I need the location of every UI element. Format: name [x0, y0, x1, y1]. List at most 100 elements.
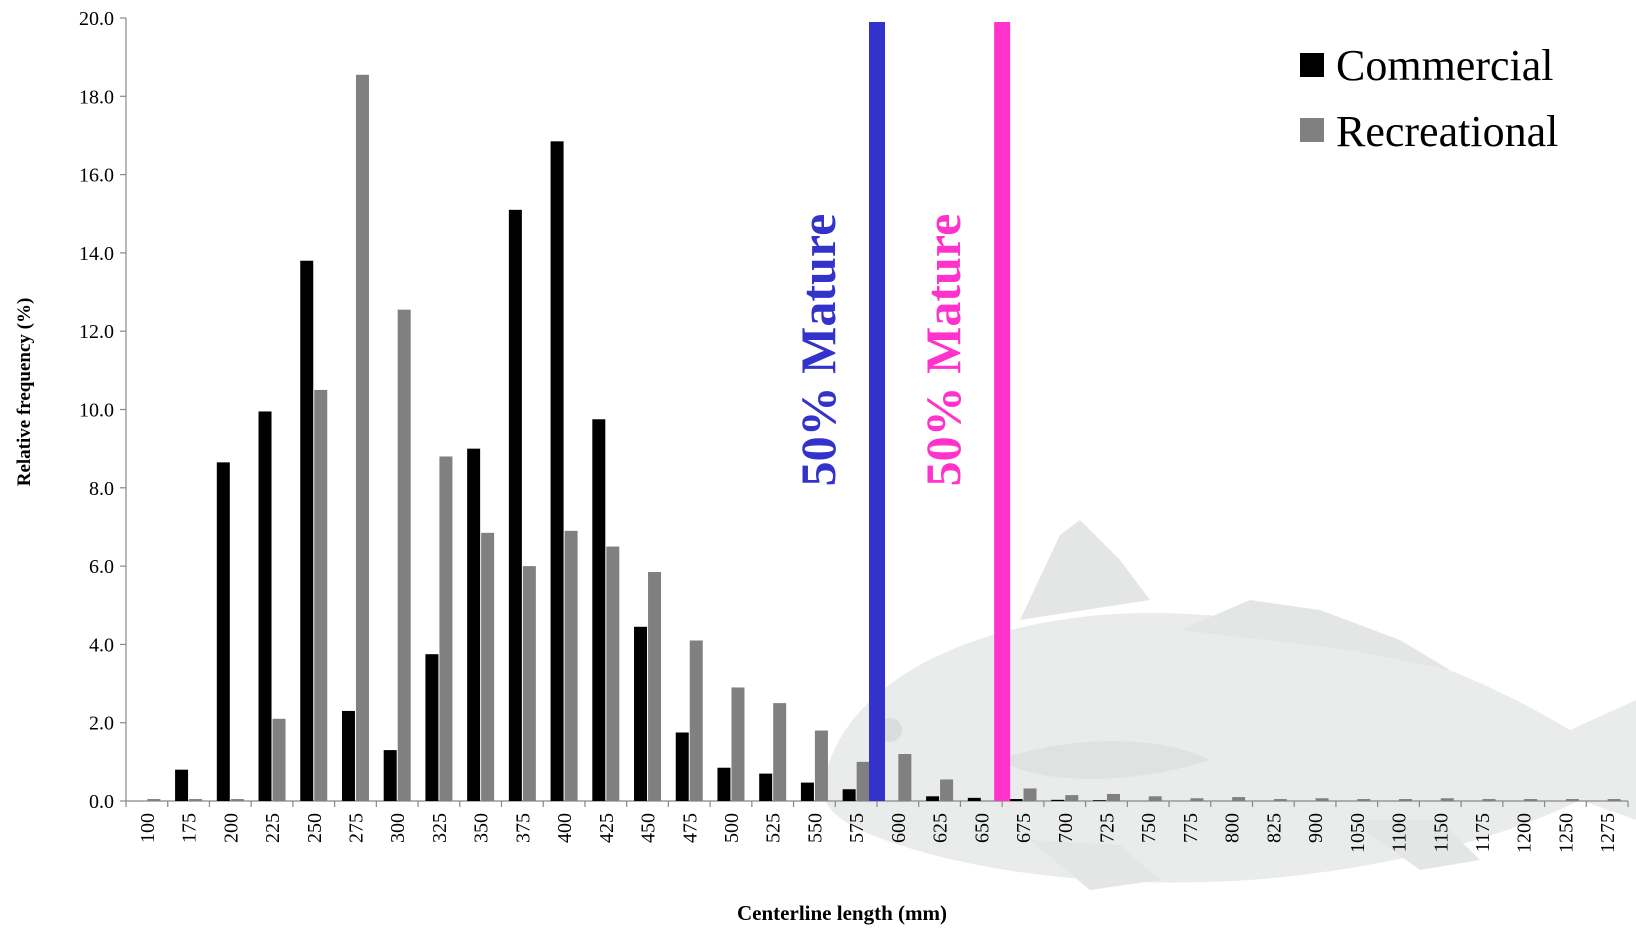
bar-recreational-1150: [1440, 798, 1454, 801]
bar-recreational-750: [1148, 796, 1162, 801]
bar-commercial-275: [341, 710, 355, 801]
bar-commercial-625: [926, 796, 940, 801]
y-tick-label: 12.0: [79, 321, 114, 343]
y-tick-label: 8.0: [89, 478, 114, 500]
x-tick-label: 1175: [1472, 813, 1494, 852]
y-tick-label: 4.0: [89, 634, 114, 656]
bar-recreational-500: [731, 687, 745, 801]
bar-recreational-225: [272, 718, 286, 801]
bar-recreational-775: [1190, 798, 1204, 801]
bar-commercial-425: [592, 419, 606, 801]
bar-recreational-675: [1023, 788, 1037, 801]
bar-recreational-800: [1232, 797, 1246, 801]
bar-recreational-525: [773, 703, 787, 801]
x-tick-label: 375: [512, 813, 534, 843]
reference-line-2: [994, 22, 1011, 801]
bar-recreational-900: [1315, 798, 1329, 801]
bar-commercial-250: [300, 260, 314, 802]
x-tick-label: 625: [930, 813, 952, 843]
bar-commercial-475: [675, 732, 689, 801]
bar-commercial-675: [1009, 799, 1023, 801]
fish-illustration: [822, 520, 1636, 890]
legend-label-commercial: Commercial: [1336, 41, 1554, 90]
x-tick-label: 750: [1138, 813, 1160, 843]
bar-recreational-325: [439, 456, 453, 801]
x-tick-label: 400: [554, 813, 576, 843]
x-axis-label: Centerline length (mm): [737, 901, 947, 925]
bar-recreational-550: [814, 730, 828, 801]
bar-commercial-200: [216, 462, 230, 801]
reference-line-1: [869, 22, 885, 801]
bar-recreational-425: [606, 546, 620, 801]
x-tick-label: 325: [429, 813, 451, 843]
bar-recreational-725: [1106, 793, 1120, 801]
x-tick-label: 500: [721, 813, 743, 843]
bar-recreational-575: [856, 761, 870, 801]
y-tick-label: 16.0: [79, 165, 114, 187]
bar-recreational-1250: [1565, 799, 1579, 801]
bar-commercial-550: [800, 782, 814, 801]
bar-recreational-700: [1065, 795, 1079, 801]
legend-swatch-recreational: [1300, 118, 1324, 142]
bar-recreational-400: [564, 530, 578, 801]
x-tick-label: 650: [971, 813, 993, 843]
bar-commercial-650: [967, 797, 981, 801]
y-tick-label: 0.0: [89, 791, 114, 813]
bar-recreational-175: [189, 799, 203, 801]
x-tick-label: 900: [1305, 813, 1327, 843]
bar-commercial-525: [759, 773, 773, 801]
bar-recreational-1275: [1607, 799, 1621, 801]
bar-recreational-600: [898, 754, 912, 801]
bar-recreational-275: [355, 74, 369, 801]
x-tick-label: 575: [846, 813, 868, 843]
x-tick-label: 350: [471, 813, 493, 843]
y-tick-label: 10.0: [79, 400, 114, 422]
y-tick-label: 18.0: [79, 86, 114, 108]
bar-recreational-475: [689, 640, 703, 801]
x-tick-label: 425: [596, 813, 618, 843]
x-tick-label: 1200: [1514, 813, 1536, 853]
x-tick-label: 800: [1222, 813, 1244, 843]
x-tick-label: 300: [387, 813, 409, 843]
x-tick-label: 250: [304, 813, 326, 843]
x-tick-label: 200: [220, 813, 242, 843]
bar-commercial-175: [175, 769, 189, 801]
legend-swatch-commercial: [1300, 53, 1324, 77]
bar-recreational-250: [314, 389, 328, 801]
x-tick-label: 175: [179, 813, 201, 843]
x-tick-label: 1100: [1389, 813, 1411, 852]
x-tick-label: 225: [262, 813, 284, 843]
legend: Commercial Recreational: [1300, 41, 1558, 156]
x-tick-label: 275: [345, 813, 367, 843]
x-tick-label: 825: [1263, 813, 1285, 843]
bar-commercial-400: [550, 141, 564, 801]
bar-commercial-325: [425, 654, 439, 801]
x-tick-label: 475: [679, 813, 701, 843]
x-tick-label: 1250: [1555, 813, 1577, 853]
bar-commercial-700: [1051, 799, 1065, 801]
bar-recreational-1200: [1524, 799, 1538, 801]
bar-commercial-725: [1092, 800, 1106, 801]
x-tick-label: 550: [804, 813, 826, 843]
x-tick-label: 775: [1180, 813, 1202, 843]
bar-recreational-100: [147, 799, 161, 801]
bar-recreational-625: [940, 779, 954, 801]
bar-recreational-1175: [1482, 799, 1496, 801]
y-tick-label: 6.0: [89, 556, 114, 578]
x-tick-label: 1050: [1347, 813, 1369, 853]
bars-group: [147, 74, 1621, 802]
x-tick-label: 725: [1096, 813, 1118, 843]
y-axis-label: Relative frequency (%): [14, 298, 35, 487]
reference-label-2: 50% Mature: [915, 214, 971, 487]
bar-recreational-200: [230, 799, 244, 801]
y-tick-label: 14.0: [79, 243, 114, 265]
bar-recreational-300: [397, 309, 411, 801]
bar-recreational-825: [1273, 799, 1287, 801]
y-tick-label: 2.0: [89, 713, 114, 735]
x-tick-label: 525: [763, 813, 785, 843]
bar-commercial-350: [467, 448, 481, 801]
bar-recreational-450: [648, 571, 662, 801]
reference-lines: 50% Mature 50% Mature: [790, 22, 1011, 801]
